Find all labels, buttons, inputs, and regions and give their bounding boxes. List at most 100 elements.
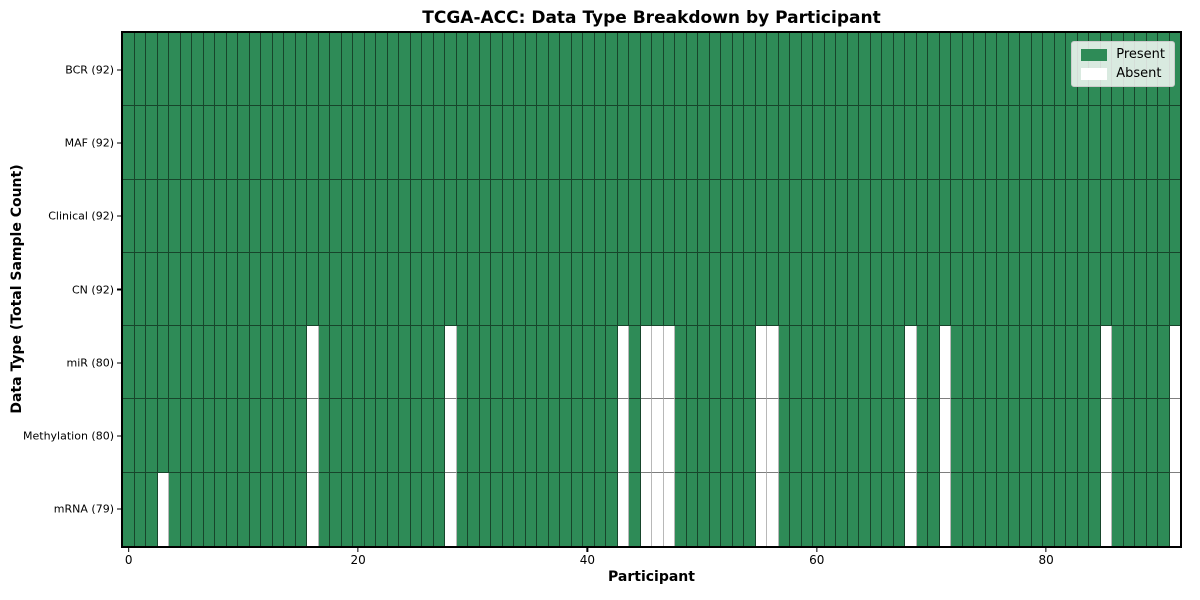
heatmap-cell <box>468 106 480 180</box>
heatmap-cell <box>215 326 227 400</box>
heatmap-cell <box>686 106 698 180</box>
heatmap-cell <box>433 399 445 473</box>
heatmap-cell <box>744 399 756 473</box>
heatmap-cell <box>387 252 399 327</box>
heatmap-cell <box>318 472 330 546</box>
heatmap-cell <box>123 252 135 327</box>
heatmap-cell <box>123 472 135 546</box>
heatmap-cell <box>157 179 169 253</box>
heatmap-cell <box>744 472 756 546</box>
heatmap-cell <box>491 179 503 253</box>
x-tick-label: 0 <box>124 553 133 567</box>
x-tick: 80 <box>1038 548 1054 567</box>
legend-swatch-present <box>1081 48 1108 61</box>
heatmap-cell <box>744 326 756 400</box>
heatmap-cell <box>962 252 974 327</box>
heatmap-cell <box>1020 106 1032 180</box>
heatmap-cell <box>755 252 767 327</box>
heatmap-cell <box>1135 106 1147 180</box>
y-tick: BCR (92) <box>65 63 121 76</box>
heatmap-cell <box>686 326 698 400</box>
heatmap-cell <box>272 472 284 546</box>
heatmap-cell <box>675 179 687 253</box>
heatmap-cell <box>893 33 905 107</box>
heatmap-cell <box>617 326 629 400</box>
y-tick-label: Methylation (80) <box>23 429 114 443</box>
chart-title: TCGA-ACC: Data Type Breakdown by Partici… <box>422 8 881 28</box>
heatmap-cell <box>916 399 928 473</box>
heatmap-cell <box>146 252 158 327</box>
heatmap-cell <box>1146 326 1158 400</box>
heatmap-cell <box>663 106 675 180</box>
heatmap-cell <box>698 252 710 327</box>
heatmap-cell <box>698 472 710 546</box>
heatmap-cell <box>893 179 905 253</box>
heatmap-cell <box>284 252 296 327</box>
heatmap-cell <box>456 179 468 253</box>
heatmap-cell <box>882 399 894 473</box>
heatmap-cell <box>1158 326 1170 400</box>
heatmap-cell <box>456 326 468 400</box>
heatmap-cell <box>997 33 1009 107</box>
heatmap-cell <box>962 33 974 107</box>
heatmap-cell <box>341 472 353 546</box>
heatmap-cell <box>1169 252 1180 327</box>
heatmap-cell <box>468 33 480 107</box>
heatmap-cell <box>698 326 710 400</box>
heatmap-cell <box>1123 326 1135 400</box>
y-tick: Clinical (92) <box>48 210 121 223</box>
heatmap-cell <box>1031 33 1043 107</box>
heatmap-cell <box>1077 399 1089 473</box>
heatmap-cell <box>525 33 537 107</box>
heatmap-cell <box>479 179 491 253</box>
heatmap-cell <box>870 399 882 473</box>
y-tick-label: MAF (92) <box>64 136 114 150</box>
heatmap-cell <box>491 252 503 327</box>
heatmap-cell <box>226 179 238 253</box>
heatmap-cell <box>629 179 641 253</box>
heatmap-cell <box>341 252 353 327</box>
heatmap-cell <box>1135 326 1147 400</box>
heatmap-cell <box>824 472 836 546</box>
heatmap-cell <box>698 33 710 107</box>
heatmap-cell <box>537 33 549 107</box>
heatmap-cell <box>1112 179 1124 253</box>
heatmap-cell <box>1008 252 1020 327</box>
heatmap-cell <box>882 179 894 253</box>
heatmap-cell <box>502 33 514 107</box>
heatmap-cell <box>790 472 802 546</box>
heatmap-cell <box>790 106 802 180</box>
heatmap-cell <box>180 179 192 253</box>
heatmap-cell <box>445 326 457 400</box>
heatmap-cell <box>1169 106 1180 180</box>
heatmap-cell <box>583 179 595 253</box>
heatmap-cell <box>962 179 974 253</box>
heatmap-cell <box>295 252 307 327</box>
heatmap-cell <box>1066 252 1078 327</box>
heatmap-cell <box>675 106 687 180</box>
heatmap-cell <box>1123 106 1135 180</box>
heatmap-cell <box>215 252 227 327</box>
heatmap-cell <box>1054 106 1066 180</box>
heatmap-cell <box>479 106 491 180</box>
heatmap-cell <box>123 106 135 180</box>
heatmap-cell <box>226 33 238 107</box>
heatmap-cell <box>974 106 986 180</box>
heatmap-cell <box>318 33 330 107</box>
heatmap-cell <box>755 326 767 400</box>
heatmap-cell <box>893 326 905 400</box>
heatmap-cell <box>1043 33 1055 107</box>
heatmap-cell <box>928 179 940 253</box>
heatmap-cell <box>744 179 756 253</box>
heatmap-cell <box>606 252 618 327</box>
heatmap-cell <box>663 252 675 327</box>
heatmap-cell <box>859 472 871 546</box>
heatmap-cell <box>686 179 698 253</box>
heatmap-cell <box>767 326 779 400</box>
heatmap-cell <box>1054 472 1066 546</box>
heatmap-cell <box>399 179 411 253</box>
heatmap-cell <box>916 472 928 546</box>
heatmap-cell <box>1158 252 1170 327</box>
heatmap-cell <box>928 326 940 400</box>
heatmap-cell <box>261 252 273 327</box>
